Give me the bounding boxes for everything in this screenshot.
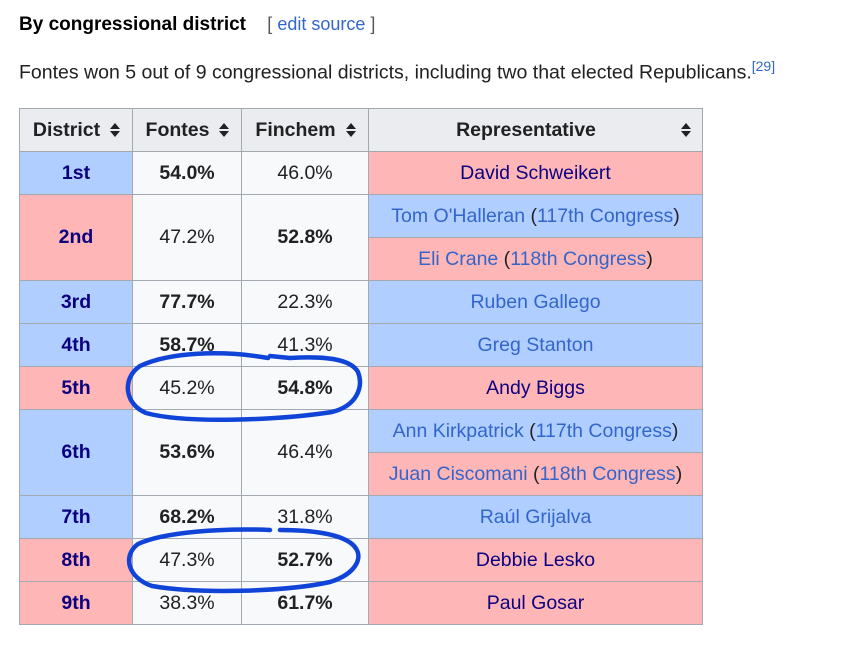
finchem-pct-cell: 41.3%	[241, 323, 369, 367]
district-cell: 2nd	[19, 194, 133, 281]
intro-text: Fontes won 5 out of 9 congressional dist…	[19, 61, 752, 84]
representative-link[interactable]: Tom O'Halleran	[391, 204, 526, 227]
representative-cell: Paul Gosar	[368, 581, 703, 625]
edit-bracket-open: [	[267, 14, 273, 34]
edit-source-link[interactable]: edit source	[277, 14, 366, 34]
representative-link[interactable]: Andy Biggs	[486, 376, 585, 399]
table-row: 5th 45.2% 54.8% Andy Biggs	[19, 366, 703, 410]
header-label: Finchem	[255, 118, 336, 141]
sort-icon[interactable]	[345, 123, 356, 137]
intro-paragraph: Fontes won 5 out of 9 congressional dist…	[19, 58, 775, 85]
table-row: 8th 47.3% 52.7% Debbie Lesko	[19, 538, 703, 582]
finchem-pct-cell: 46.4%	[241, 409, 369, 496]
finchem-pct-cell: 46.0%	[241, 151, 369, 195]
finchem-pct-cell: 52.8%	[241, 194, 369, 281]
finchem-pct-cell: 31.8%	[241, 495, 369, 539]
congress-link[interactable]: 117th Congress	[535, 419, 672, 442]
representative-cell: Tom O'Halleran (117th Congress)	[368, 194, 703, 238]
district-cell: 4th	[19, 323, 133, 367]
district-cell: 7th	[19, 495, 133, 539]
header-finchem[interactable]: Finchem	[241, 108, 369, 152]
fontes-pct-cell: 58.7%	[132, 323, 242, 367]
representative-link[interactable]: Eli Crane	[418, 247, 499, 270]
finchem-pct-cell: 61.7%	[241, 581, 369, 625]
representative-cell: Ann Kirkpatrick (117th Congress)	[368, 409, 703, 453]
header-label: District	[32, 118, 101, 141]
table-row: 7th 68.2% 31.8% Raúl Grijalva	[19, 495, 703, 539]
district-cell: 3rd	[19, 280, 133, 324]
representative-link[interactable]: Juan Ciscomani	[388, 462, 528, 485]
fontes-pct-cell: 47.2%	[132, 194, 242, 281]
sort-icon[interactable]	[219, 123, 230, 137]
fontes-pct-cell: 38.3%	[132, 581, 242, 625]
district-cell: 5th	[19, 366, 133, 410]
sort-icon[interactable]	[681, 123, 691, 137]
section-title: By congressional district	[19, 14, 247, 35]
representative-link[interactable]: David Schweikert	[460, 161, 611, 184]
congress-link[interactable]: 118th Congress	[510, 247, 647, 270]
representative-link[interactable]: Ann Kirkpatrick	[392, 419, 524, 442]
representative-cell: Andy Biggs	[368, 366, 703, 410]
header-fontes[interactable]: Fontes	[132, 108, 242, 152]
table-row: 2nd 47.2% 52.8% Tom O'Halleran (117th Congr…	[19, 194, 703, 281]
representative-link[interactable]: Ruben Gallego	[470, 290, 601, 313]
district-cell: 8th	[19, 538, 133, 582]
table-row: Juan Ciscomani (118th Congress)	[20, 452, 703, 496]
district-cell: 9th	[19, 581, 133, 625]
fontes-pct-cell: 77.7%	[132, 280, 242, 324]
fontes-pct-cell: 47.3%	[132, 538, 242, 582]
representative-cell: Eli Crane (118th Congress)	[368, 237, 703, 281]
header-representative[interactable]: Representative	[368, 108, 703, 152]
congress-link[interactable]: 118th Congress	[539, 462, 676, 485]
representative-cell: Ruben Gallego	[368, 280, 703, 324]
table-header-row: District Fontes Finchem Representative	[19, 108, 703, 152]
representative-link[interactable]: Paul Gosar	[486, 591, 585, 614]
table-row: 3rd 77.7% 22.3% Ruben Gallego	[19, 280, 703, 324]
header-label: Fontes	[145, 118, 210, 141]
district-cell: 6th	[19, 409, 133, 496]
finchem-pct-cell: 22.3%	[241, 280, 369, 324]
edit-bracket-close: ]	[370, 14, 376, 34]
header-label: Representative	[456, 118, 596, 141]
table-body: 1st 54.0% 46.0% David Schweikert 2nd 47.2% 52.…	[19, 151, 703, 625]
fontes-pct-cell: 54.0%	[132, 151, 242, 195]
finchem-pct-cell: 54.8%	[241, 366, 369, 410]
representative-link[interactable]: Debbie Lesko	[475, 548, 596, 571]
fontes-pct-cell: 68.2%	[132, 495, 242, 539]
representative-cell: Debbie Lesko	[368, 538, 703, 582]
table-row: 1st 54.0% 46.0% David Schweikert	[19, 151, 703, 195]
representative-link[interactable]: Raúl Grijalva	[479, 505, 592, 528]
reference-link[interactable]: [29]	[751, 58, 776, 74]
sort-icon[interactable]	[110, 123, 121, 137]
table-row: 9th 38.3% 61.7% Paul Gosar	[19, 581, 703, 625]
section-heading: By congressional district [ edit source …	[19, 14, 375, 36]
fontes-pct-cell: 53.6%	[132, 409, 242, 496]
header-district[interactable]: District	[19, 108, 133, 152]
edit-source-wrapper: [ edit source ]	[267, 14, 375, 34]
district-results-table: District Fontes Finchem Representative 1…	[19, 108, 703, 625]
table-row: Eli Crane (118th Congress)	[20, 237, 703, 281]
congress-link[interactable]: 117th Congress	[536, 204, 674, 227]
representative-cell: David Schweikert	[368, 151, 703, 195]
fontes-pct-cell: 45.2%	[132, 366, 242, 410]
representative-link[interactable]: Greg Stanton	[477, 333, 594, 356]
representative-cell: Greg Stanton	[368, 323, 703, 367]
table-row: 4th 58.7% 41.3% Greg Stanton	[19, 323, 703, 367]
table-row: 6th 53.6% 46.4% Ann Kirkpatrick (117th Cong…	[19, 409, 703, 496]
representative-cell: Juan Ciscomani (118th Congress)	[368, 452, 703, 496]
district-cell: 1st	[19, 151, 133, 195]
representative-cell: Raúl Grijalva	[368, 495, 703, 539]
finchem-pct-cell: 52.7%	[241, 538, 369, 582]
